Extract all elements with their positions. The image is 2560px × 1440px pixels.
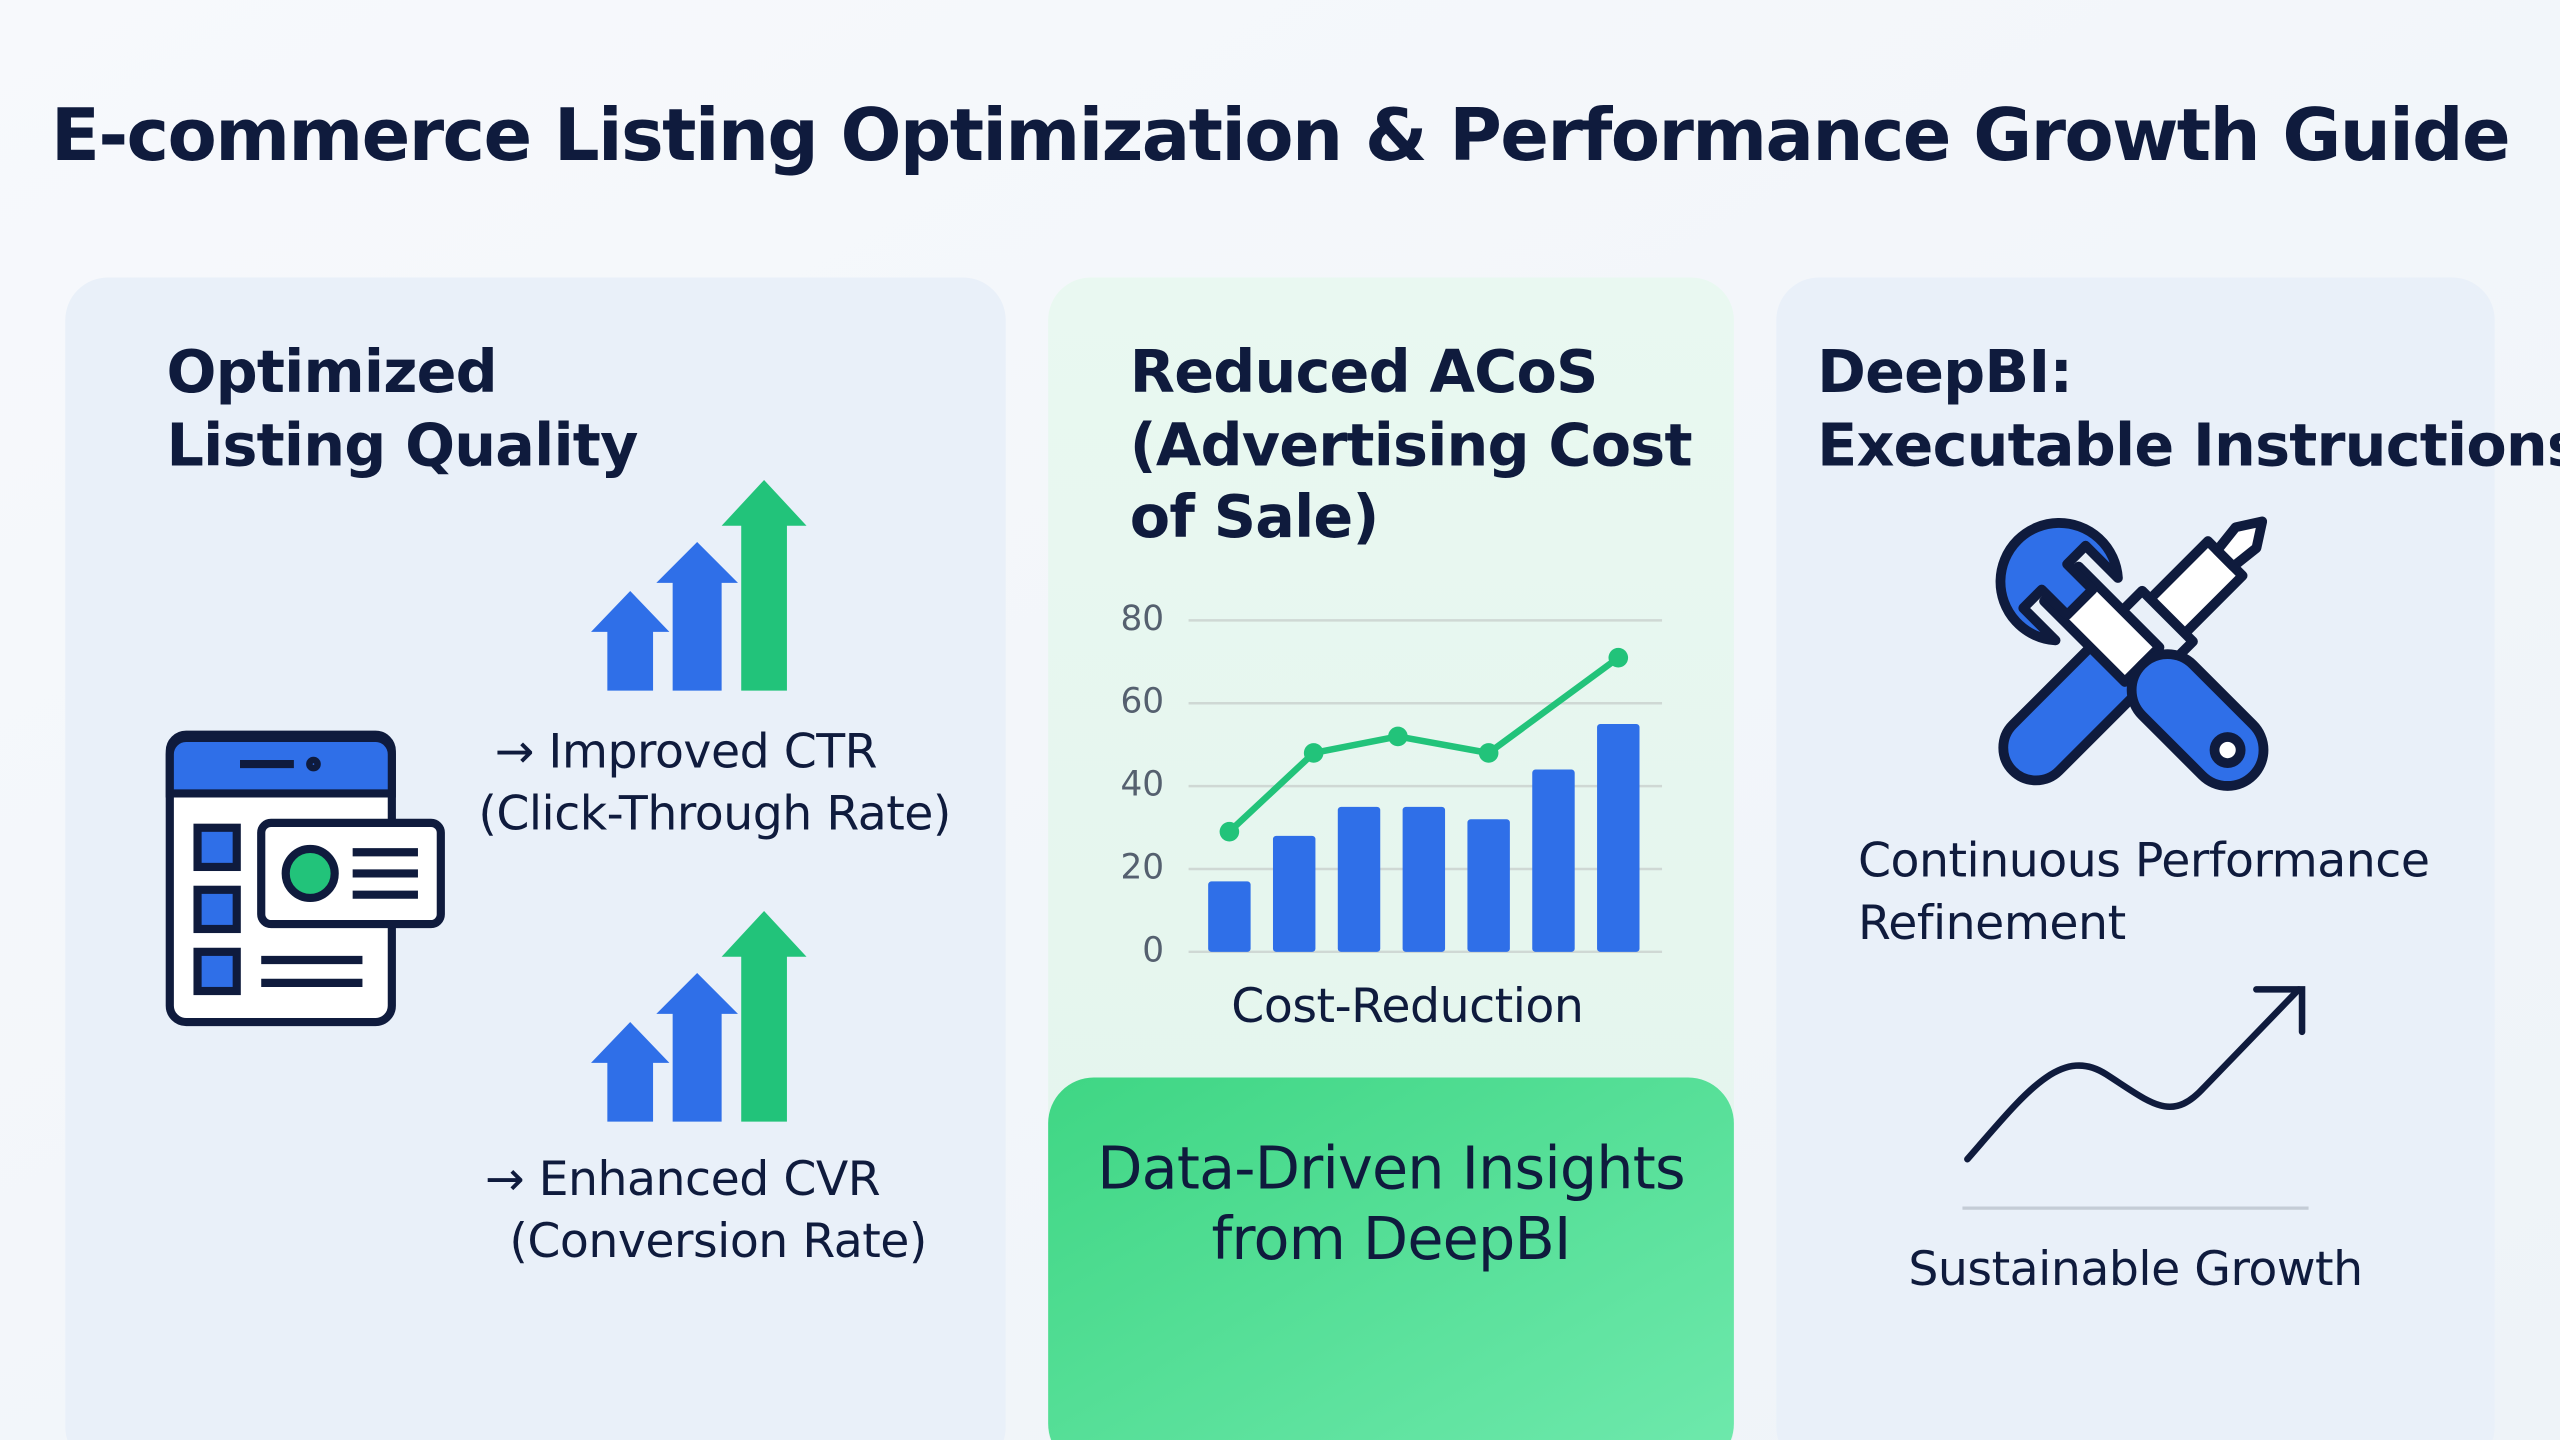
panel-heading: Reduced ACoS [1130,337,1598,406]
y-tick-label: 0 [1142,930,1164,970]
panel-heading: (Advertising Cost [1130,410,1692,479]
line-point [1219,821,1240,842]
x-axis-label: Cost-Reduction [1231,979,1583,1034]
growth-arrows-icon [591,480,807,691]
growth-curve-icon [1964,986,2306,1163]
y-tick-label: 40 [1120,765,1164,805]
line-point [1388,726,1408,747]
bar [1597,723,1640,952]
item-sublabel: (Conversion Rate) [509,1214,927,1269]
page-title: E-commerce Listing Optimization & Perfor… [51,93,2509,177]
line-point [1478,743,1499,763]
panel-heading: of Sale) [1130,482,1379,551]
y-tick-label: 60 [1120,682,1164,722]
bar [1467,819,1510,952]
callout-text: Data-Driven Insights [1097,1134,1685,1203]
chart: 0 20 40 60 80 [1120,599,1663,970]
item-sublabel: Refinement [1858,896,2126,951]
tools-icon [1995,516,2269,791]
y-tick-label: 80 [1120,599,1164,639]
panel-heading: Optimized [167,337,497,406]
growth-arrows-icon [591,911,807,1122]
item-label: → Enhanced CVR [485,1152,880,1207]
item-sublabel: (Click-Through Rate) [478,786,951,841]
bar [1402,806,1446,952]
panel [1776,277,2495,1440]
callout-box [1048,1077,1734,1440]
panel-heading: Executable Instructions [1817,410,2560,479]
y-tick-label: 20 [1120,847,1164,887]
listing-page-icon [165,730,445,1027]
item-label: → Improved CTR [495,724,877,779]
bar [1337,806,1381,952]
bar [1208,881,1251,952]
bar [1272,835,1316,952]
item-label: Continuous Performance [1858,834,2430,889]
line-point [1303,743,1324,763]
footer-text: Sustainable Growth [1908,1242,2362,1297]
panel-heading: Listing Quality [167,410,639,479]
panel-heading: DeepBI: [1817,337,2072,406]
callout-text: from DeepBI [1212,1204,1571,1273]
line-point [1608,647,1629,668]
bar [1532,769,1575,952]
